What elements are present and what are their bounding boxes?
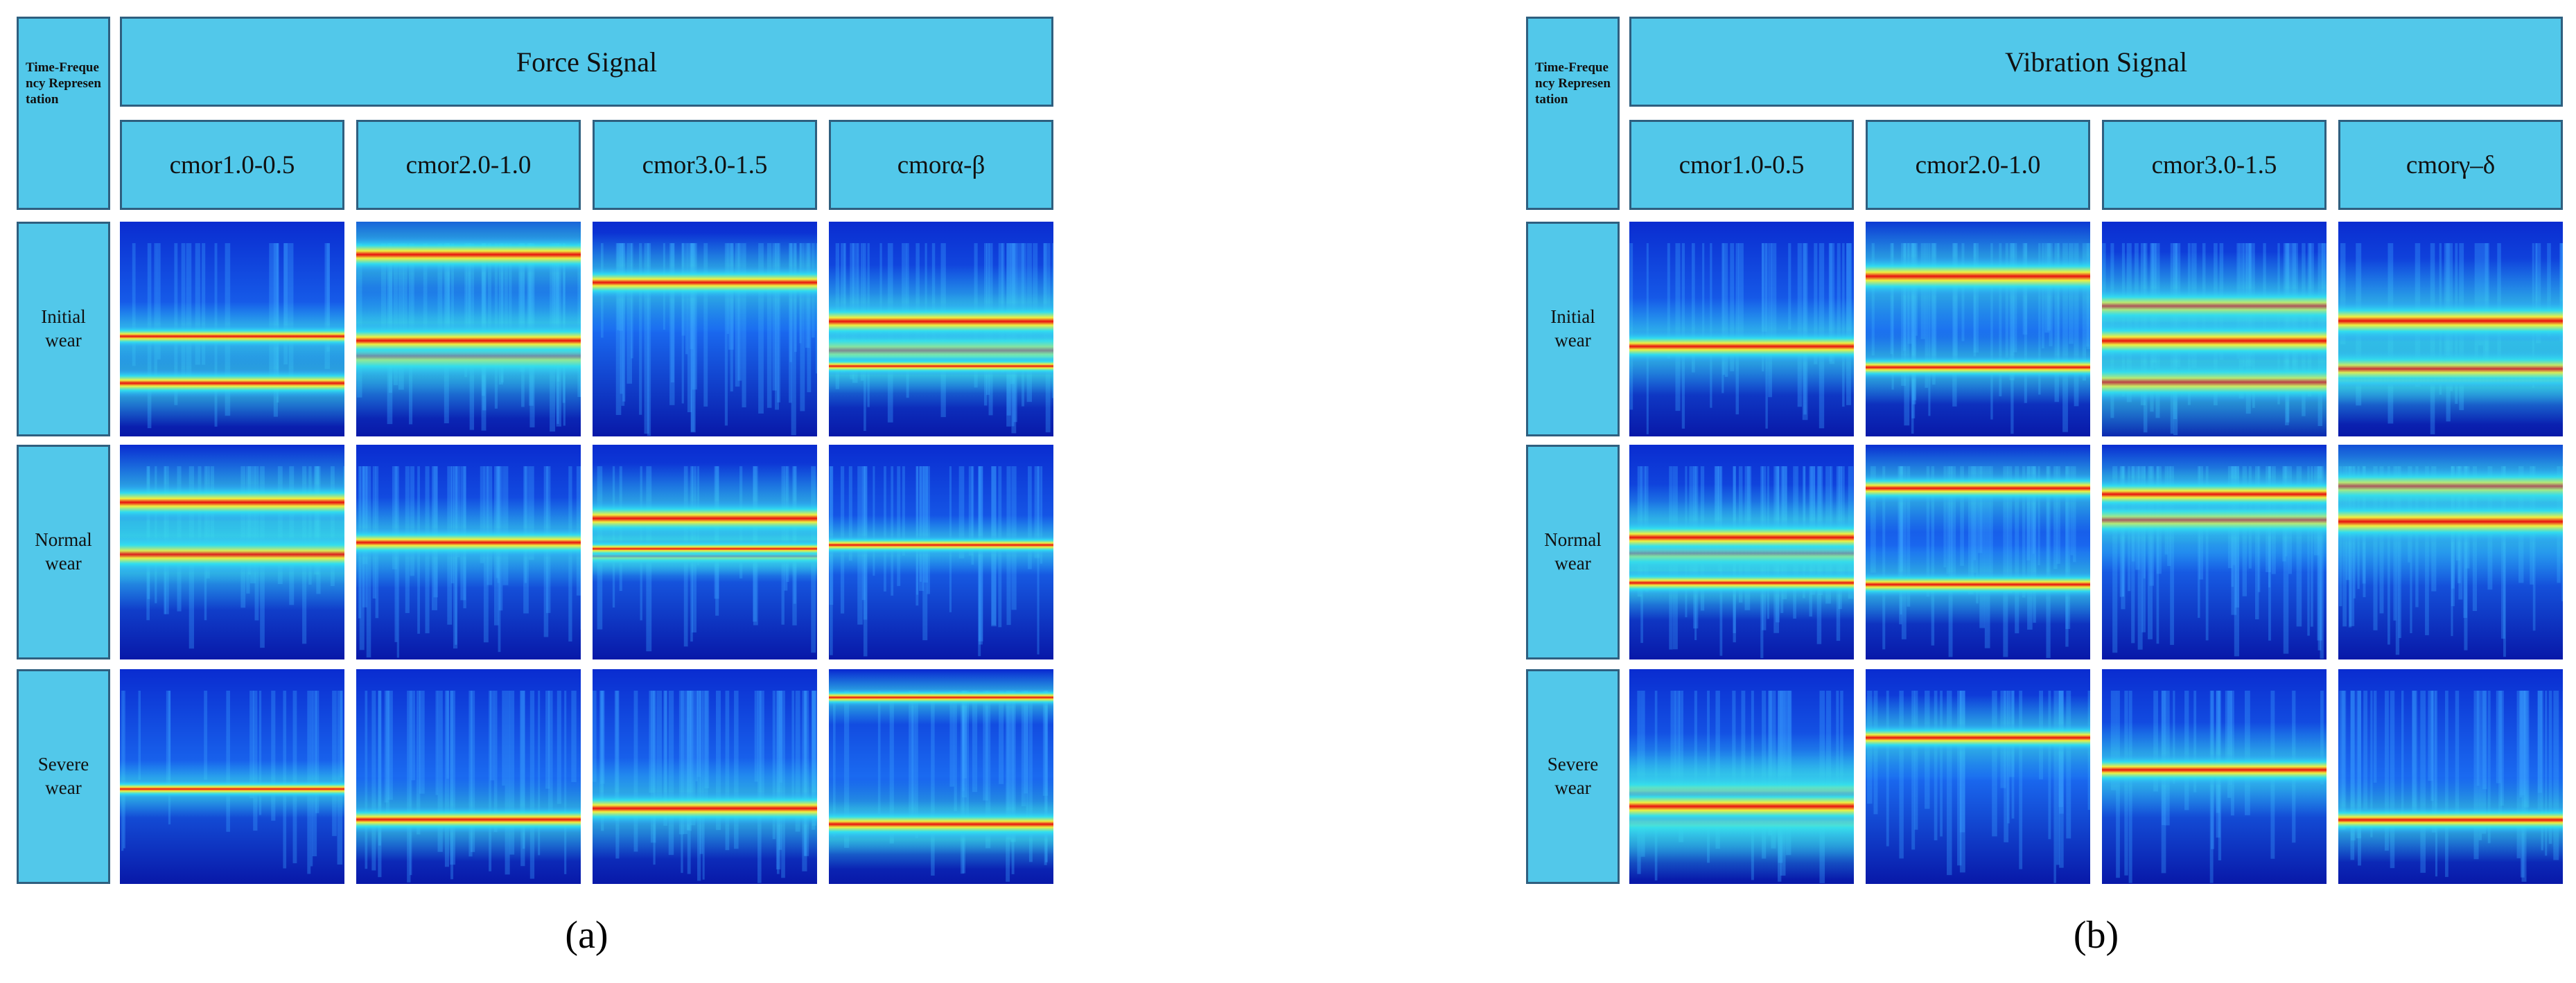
spectrogram [593, 669, 817, 884]
spectrogram [1629, 222, 1854, 436]
spectrogram [356, 445, 581, 659]
spectrogram [1866, 445, 2090, 659]
row-label: Normal wear [1526, 445, 1620, 659]
column-header: cmor2.0-1.0 [356, 120, 581, 210]
spectrogram [2102, 445, 2327, 659]
spectrogram [1629, 669, 1854, 884]
spectrogram [1866, 222, 2090, 436]
row-label: Normal wear [17, 445, 110, 659]
column-header: cmor3.0-1.5 [593, 120, 817, 210]
column-header: cmorα-β [829, 120, 1053, 210]
column-header: cmor3.0-1.5 [2102, 120, 2327, 210]
corner-label: Time-Frequency Representation [17, 17, 110, 210]
column-header: cmorγ–δ [2338, 120, 2563, 210]
spectrogram [120, 222, 344, 436]
spectrogram [120, 669, 344, 884]
spectrogram [2338, 222, 2563, 436]
spectrogram [593, 445, 817, 659]
spectrogram [120, 445, 344, 659]
panel-caption: (a) [565, 914, 608, 957]
panel-title: Vibration Signal [1629, 17, 2563, 107]
row-label: Initial wear [1526, 222, 1620, 436]
column-header: cmor1.0-0.5 [1629, 120, 1854, 210]
panel-caption: (b) [2073, 914, 2119, 957]
spectrogram [356, 222, 581, 436]
corner-label: Time-Frequency Representation [1526, 17, 1620, 210]
spectrogram [829, 445, 1053, 659]
spectrogram [2338, 669, 2563, 884]
row-label: Severe wear [1526, 669, 1620, 884]
spectrogram [829, 222, 1053, 436]
spectrogram [2102, 669, 2327, 884]
spectrogram [2338, 445, 2563, 659]
panel-title: Force Signal [120, 17, 1053, 107]
spectrogram [2102, 222, 2327, 436]
spectrogram [829, 669, 1053, 884]
spectrogram [1629, 445, 1854, 659]
row-label: Initial wear [17, 222, 110, 436]
column-header: cmor1.0-0.5 [120, 120, 344, 210]
spectrogram [1866, 669, 2090, 884]
spectrogram [593, 222, 817, 436]
row-label: Severe wear [17, 669, 110, 884]
spectrogram [356, 669, 581, 884]
column-header: cmor2.0-1.0 [1866, 120, 2090, 210]
